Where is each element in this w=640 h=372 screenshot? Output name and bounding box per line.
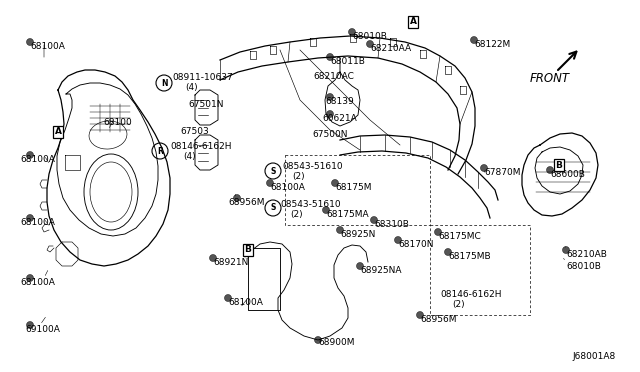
Text: 68175M: 68175M xyxy=(335,183,371,192)
Circle shape xyxy=(26,38,33,45)
Circle shape xyxy=(337,227,344,234)
Circle shape xyxy=(323,206,330,214)
Circle shape xyxy=(234,195,241,202)
Circle shape xyxy=(547,167,554,173)
Text: 68170N: 68170N xyxy=(398,240,433,249)
Text: A: A xyxy=(54,128,61,137)
Text: 68122M: 68122M xyxy=(474,40,510,49)
Text: 68210AB: 68210AB xyxy=(566,250,607,259)
Text: 08146-6162H: 08146-6162H xyxy=(170,142,232,151)
Text: (2): (2) xyxy=(292,172,305,181)
Text: 68175MB: 68175MB xyxy=(448,252,491,261)
Text: 68100: 68100 xyxy=(103,118,132,127)
Text: 60621A: 60621A xyxy=(322,114,356,123)
Text: 69100A: 69100A xyxy=(25,325,60,334)
Text: B: B xyxy=(244,246,252,254)
Text: 68100A: 68100A xyxy=(20,218,55,227)
Text: J68001A8: J68001A8 xyxy=(572,352,615,361)
Text: A: A xyxy=(410,17,417,26)
Text: 68900M: 68900M xyxy=(318,338,355,347)
Circle shape xyxy=(417,311,424,318)
Text: N: N xyxy=(161,78,167,87)
Text: S: S xyxy=(270,167,276,176)
Text: 68011B: 68011B xyxy=(330,57,365,66)
Text: (2): (2) xyxy=(452,300,465,309)
Text: 68010B: 68010B xyxy=(352,32,387,41)
Circle shape xyxy=(326,54,333,61)
Circle shape xyxy=(26,215,33,221)
Circle shape xyxy=(435,228,442,235)
Circle shape xyxy=(26,321,33,328)
Text: B: B xyxy=(556,160,563,170)
Circle shape xyxy=(266,180,273,186)
Text: FRONT: FRONT xyxy=(530,72,570,85)
Circle shape xyxy=(563,247,570,253)
Text: 68175MC: 68175MC xyxy=(438,232,481,241)
Circle shape xyxy=(367,41,374,48)
Text: R: R xyxy=(157,147,163,155)
Text: 67500N: 67500N xyxy=(312,130,348,139)
Text: 68956M: 68956M xyxy=(420,315,456,324)
Text: (2): (2) xyxy=(290,210,303,219)
Circle shape xyxy=(394,237,401,244)
Circle shape xyxy=(356,263,364,269)
Circle shape xyxy=(481,164,488,171)
Text: 68925NA: 68925NA xyxy=(360,266,401,275)
Circle shape xyxy=(209,254,216,262)
Text: 08911-10637: 08911-10637 xyxy=(172,73,233,82)
Circle shape xyxy=(371,217,378,224)
Text: 68100A: 68100A xyxy=(270,183,305,192)
Circle shape xyxy=(314,337,321,343)
Text: 68100A: 68100A xyxy=(20,155,55,164)
Text: 08543-51610: 08543-51610 xyxy=(280,200,340,209)
Text: (4): (4) xyxy=(183,152,196,161)
Text: 67503: 67503 xyxy=(180,127,209,136)
Circle shape xyxy=(326,93,333,100)
Text: (4): (4) xyxy=(185,83,198,92)
Text: S: S xyxy=(270,203,276,212)
Text: 08146-6162H: 08146-6162H xyxy=(440,290,502,299)
Text: 68139: 68139 xyxy=(325,97,354,106)
Circle shape xyxy=(326,110,333,118)
Text: 68210AC: 68210AC xyxy=(313,72,354,81)
Text: 68210AA: 68210AA xyxy=(370,44,411,53)
Circle shape xyxy=(470,36,477,44)
Circle shape xyxy=(225,295,232,301)
Circle shape xyxy=(26,151,33,158)
Text: 68010B: 68010B xyxy=(566,262,601,271)
Text: 67501N: 67501N xyxy=(188,100,223,109)
Circle shape xyxy=(332,180,339,186)
Circle shape xyxy=(349,29,355,35)
Text: 68956M: 68956M xyxy=(228,198,264,207)
Text: 68175MA: 68175MA xyxy=(326,210,369,219)
Text: 67870M: 67870M xyxy=(484,168,520,177)
Text: 68310B: 68310B xyxy=(374,220,409,229)
Text: 68100A: 68100A xyxy=(228,298,263,307)
Circle shape xyxy=(445,248,451,256)
Circle shape xyxy=(26,275,33,282)
Text: 68921N: 68921N xyxy=(213,258,248,267)
Text: 68100A: 68100A xyxy=(30,42,65,51)
Text: 68600B: 68600B xyxy=(550,170,585,179)
Text: 68100A: 68100A xyxy=(20,278,55,287)
Text: 08543-51610: 08543-51610 xyxy=(282,162,342,171)
Text: 68925N: 68925N xyxy=(340,230,376,239)
